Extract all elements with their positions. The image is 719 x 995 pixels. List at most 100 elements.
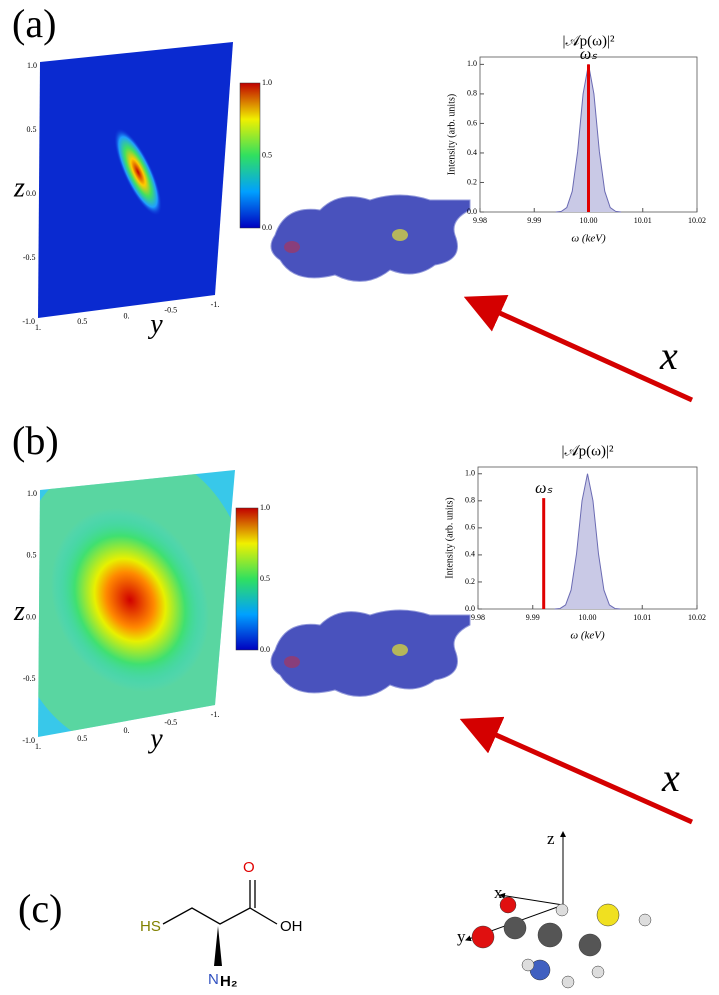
omega-s-label: ωₛ — [580, 46, 598, 63]
x-tick-label: 10.00 — [580, 216, 598, 225]
colorbar-tick-label: 1.0 — [262, 78, 272, 87]
y-tick-label: 0.8 — [467, 89, 477, 98]
z-tick-label: 1.0 — [27, 61, 37, 70]
atom — [561, 975, 575, 989]
omega-s-label: ωₛ — [535, 480, 553, 497]
colorbar-tick-label: 0.0 — [260, 645, 270, 654]
beam-label: x — [661, 755, 680, 800]
sulfur-atom — [392, 229, 408, 241]
y-tick-label: 1.0 — [467, 59, 477, 68]
z-tick-label: 1.0 — [27, 489, 37, 498]
axis-label: y — [457, 927, 466, 946]
x-tick-label: 10.02 — [688, 613, 706, 622]
colorbar-tick-label: 0.5 — [260, 574, 270, 583]
beam-arrow — [463, 295, 694, 403]
atom-label: N — [208, 971, 219, 988]
z-tick-label: 0.0 — [26, 612, 36, 621]
y-tick-label: 0.2 — [465, 577, 475, 586]
y-axis-label: y — [147, 723, 163, 754]
colorbar — [239, 82, 261, 229]
y-axis-label: Intensity (arb. units) — [446, 94, 457, 175]
axis-arrow — [499, 892, 564, 906]
y-tick-label: 0.2 — [467, 177, 477, 186]
y-tick-label: 0.6 — [467, 118, 477, 127]
y-tick-label: 0. — [124, 726, 130, 735]
atom — [596, 903, 620, 927]
y-tick-label: 0.8 — [465, 496, 475, 505]
y-tick-label: 0.0 — [467, 207, 477, 216]
beam-arrow — [459, 716, 694, 825]
panel-label: (a) — [12, 1, 56, 46]
z-tick-label: 0.5 — [27, 125, 37, 134]
x-axis-label: ω (keV) — [571, 233, 606, 245]
y-tick-label: 0.5 — [77, 734, 87, 743]
oxygen-atom — [284, 656, 300, 668]
sulfur-atom — [392, 644, 408, 656]
z-tick-label: -1.0 — [22, 736, 35, 745]
z-tick-label: -1.0 — [22, 317, 35, 326]
y-tick-label: 1. — [35, 323, 41, 332]
y-tick-label: -1. — [211, 710, 220, 719]
bond-skeleton — [162, 880, 278, 925]
colorbar-tick-label: 0.5 — [262, 150, 272, 159]
molecule-surface — [270, 609, 471, 697]
atom — [638, 913, 652, 927]
wedge-bond — [214, 926, 222, 966]
oxygen-atom — [284, 241, 300, 253]
x-tick-label: 10.02 — [688, 216, 706, 225]
y-tick-label: 0.4 — [467, 148, 477, 157]
z-axis-label: z — [13, 596, 25, 627]
atom-label: OH — [280, 918, 303, 935]
x-tick-label: 10.01 — [633, 613, 651, 622]
heatmap-peak — [114, 128, 162, 216]
y-tick-label: 0.4 — [465, 550, 475, 559]
x-tick-label: 9.98 — [471, 613, 485, 622]
atom-label: O — [243, 859, 255, 876]
y-tick-label: 0. — [124, 311, 130, 320]
x-tick-label: 10.00 — [579, 613, 597, 622]
chart-title: |𝒜p(ω)|² — [562, 33, 615, 49]
z-axis-label: z — [13, 172, 25, 203]
y-tick-label: 0.0 — [465, 604, 475, 613]
z-tick-label: -0.5 — [23, 674, 36, 683]
spectrum-line — [554, 473, 621, 610]
atom — [499, 896, 517, 914]
axis-label: x — [494, 883, 503, 902]
atom — [503, 916, 527, 940]
axis-label: z — [547, 829, 555, 848]
x-tick-label: 9.99 — [527, 216, 541, 225]
atom — [537, 922, 563, 948]
atom-label: H₂ — [220, 973, 238, 990]
y-tick-label: -0.5 — [164, 306, 177, 315]
colorbar-tick-label: 0.0 — [262, 223, 272, 232]
z-tick-label: -0.5 — [23, 253, 36, 262]
heatmap-peak — [51, 508, 209, 692]
y-tick-label: -0.5 — [164, 718, 177, 727]
y-tick-label: -1. — [211, 300, 220, 309]
atom — [578, 933, 602, 957]
molecule-surface — [270, 194, 471, 282]
atom-label: HS — [140, 918, 161, 935]
y-axis-label: y — [147, 309, 163, 340]
panel-label: (c) — [18, 886, 62, 931]
x-tick-label: 9.99 — [526, 613, 540, 622]
spectrum-area — [554, 473, 621, 609]
y-tick-label: 0.6 — [465, 523, 475, 532]
chart-title: |𝒜p(ω)|² — [561, 443, 614, 459]
y-tick-label: 1. — [35, 742, 41, 751]
z-tick-label: 0.5 — [27, 551, 37, 560]
z-tick-label: 0.0 — [26, 189, 36, 198]
atom — [471, 925, 495, 949]
beam-label: x — [659, 333, 678, 378]
colorbar — [235, 507, 259, 651]
y-tick-label: 0.5 — [77, 317, 87, 326]
x-axis-label: ω (keV) — [570, 630, 605, 642]
y-axis-label: Intensity (arb. units) — [444, 497, 455, 578]
colorbar-tick-label: 1.0 — [260, 503, 270, 512]
atom — [521, 958, 535, 972]
y-tick-label: 1.0 — [465, 469, 475, 478]
x-tick-label: 9.98 — [473, 216, 487, 225]
atom — [555, 903, 569, 917]
atom — [591, 965, 605, 979]
